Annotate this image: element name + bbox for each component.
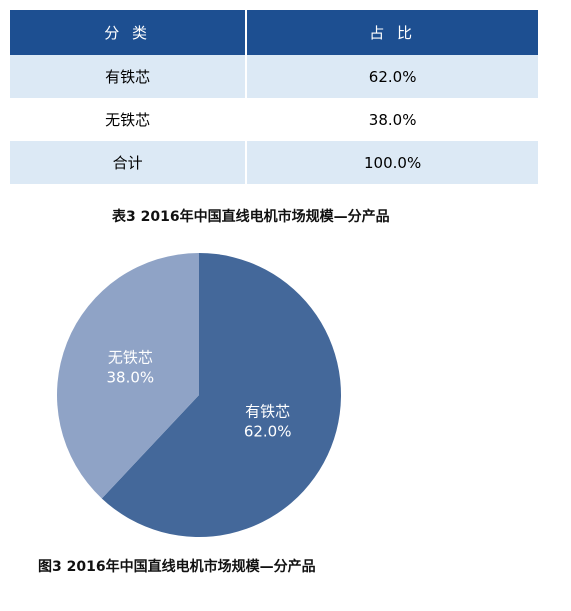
chart: 有铁芯 62.0% 无铁芯 38.0%: [56, 253, 341, 537]
pie-slice: [56, 253, 199, 499]
row: 无铁芯 38.0%: [10, 98, 540, 141]
cell: 无铁芯: [10, 98, 248, 141]
slice-value-label: 38.0%: [107, 368, 155, 386]
slice-label: 无铁芯: [108, 348, 153, 366]
cell: 100.0%: [246, 141, 540, 184]
header-row: 分 类 占 比: [10, 10, 540, 55]
cell: 62.0%: [246, 55, 540, 98]
cell: 38.0%: [246, 98, 540, 141]
header-cell: 占 比: [246, 10, 540, 55]
pie-slice: [101, 253, 341, 537]
cell: 合计: [10, 141, 248, 184]
cell: 有铁芯: [10, 55, 248, 98]
header-cell: 分 类: [10, 10, 248, 55]
row: 合计 100.0%: [10, 141, 540, 184]
slice-value-label: 62.0%: [244, 423, 292, 441]
figure-caption: 图3 2016年中国直线电机市场规模—分产品: [38, 559, 316, 575]
row: 有铁芯 62.0%: [10, 55, 540, 98]
data-table: 分 类 占 比 有铁芯 62.0% 无铁芯 38.0% 合计 100.0%: [10, 10, 540, 184]
table-caption: 表3 2016年中国直线电机市场规模—分产品: [112, 209, 390, 225]
slice-label: 有铁芯: [245, 403, 290, 421]
